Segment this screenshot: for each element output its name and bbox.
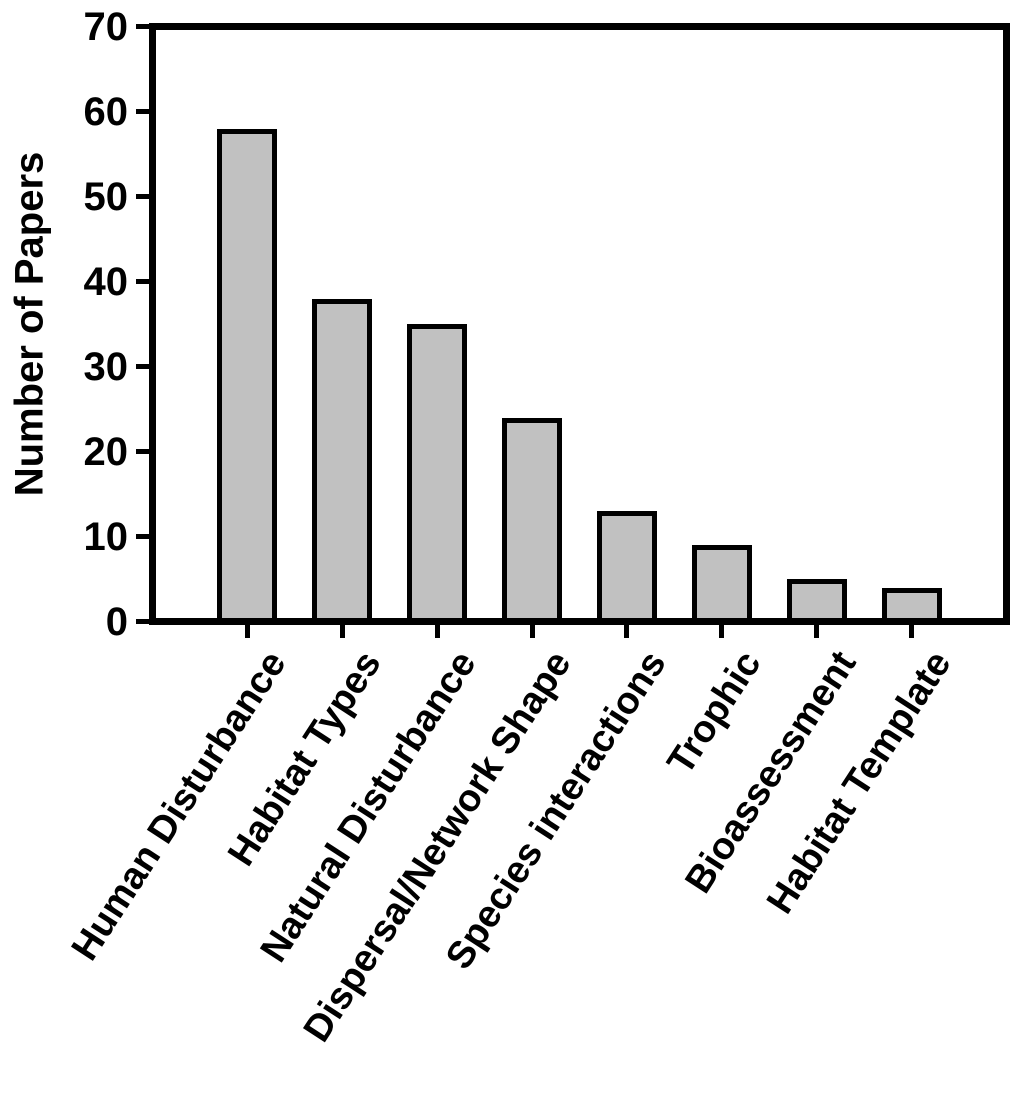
x-tick <box>624 625 630 638</box>
bar-human-disturbance <box>217 128 278 625</box>
y-tick-label: 50 <box>83 174 129 219</box>
x-tick <box>339 625 345 638</box>
x-tick <box>814 625 820 638</box>
x-label-text: Bioassessment <box>677 643 865 901</box>
y-tick <box>136 24 149 29</box>
y-tick <box>136 449 149 454</box>
y-tick-label: 0 <box>105 599 128 644</box>
y-tick-label: 60 <box>83 89 129 134</box>
bar-bioassessment <box>786 579 847 625</box>
y-tick <box>136 619 149 624</box>
x-tick <box>909 625 915 638</box>
y-tick-label: 20 <box>83 429 129 474</box>
bar-dispersal-network-shape <box>502 417 563 625</box>
x-tick <box>719 625 725 638</box>
bar-species-interactions <box>596 511 657 625</box>
x-label-text: Habitat Template <box>758 643 960 922</box>
y-tick-label: 40 <box>83 259 129 304</box>
y-tick-label: 30 <box>83 344 129 389</box>
y-tick-label: 70 <box>83 4 129 49</box>
y-tick-label: 10 <box>83 514 129 559</box>
bar-trophic <box>691 545 752 625</box>
x-tick <box>244 625 250 638</box>
x-tick <box>529 625 535 638</box>
y-tick <box>136 534 149 539</box>
y-tick <box>136 109 149 114</box>
y-tick <box>136 279 149 284</box>
plot-frame <box>149 23 1010 625</box>
y-tick <box>136 364 149 369</box>
y-tick <box>136 194 149 199</box>
x-tick <box>434 625 440 638</box>
